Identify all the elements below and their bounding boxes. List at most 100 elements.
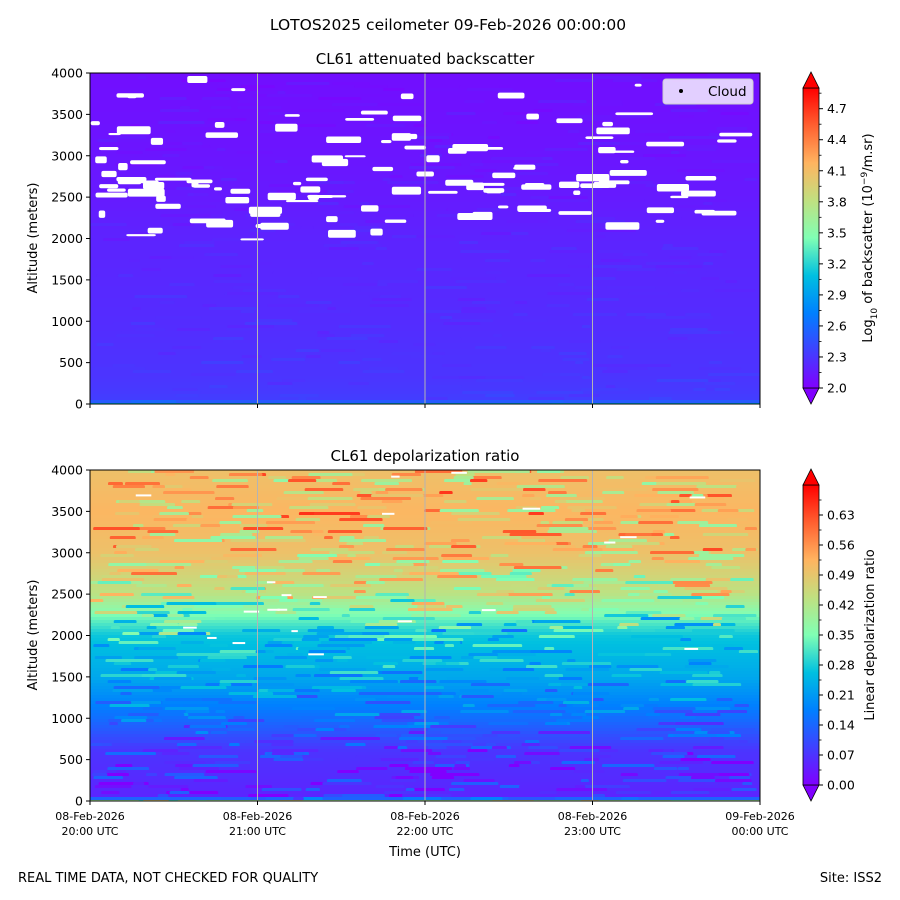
heatmap-cell [149,689,173,693]
heatmap-cell [665,680,686,684]
heatmap-cell [404,767,453,771]
heatmap-cell [668,136,720,140]
heatmap-cell [201,97,230,101]
heatmap-cell [172,388,198,392]
heatmap-cell [634,494,678,498]
heatmap-cell [416,268,452,272]
heatmap-cell [199,211,223,215]
heatmap-cell [472,725,489,729]
cloud-patch [615,112,654,116]
heatmap-cell [175,394,199,398]
heatmap-cell [590,298,619,302]
heatmap-cell [517,539,544,543]
backscatter-colorbar: 2.0 2.3 2.6 2.9 3.2 3.5 3.8 4.1 4.4 4.7 Log10 of … [802,71,880,405]
heatmap-cell [184,241,215,245]
heatmap-cell [486,602,504,606]
heatmap-cell [714,343,760,347]
heatmap-cell [219,73,273,77]
heatmap-cell [580,779,589,783]
heatmap-cell [255,650,266,654]
heatmap-cell [680,758,711,762]
heatmap-cell [338,545,355,549]
heatmap-cell [220,178,238,182]
heatmap-cell [177,632,207,636]
heatmap-cell [316,680,352,684]
heatmap-cell [708,740,740,744]
heatmap-cell [152,485,165,489]
heatmap-cell [277,91,286,95]
heatmap-cell [234,208,250,212]
heatmap-cell [261,788,302,792]
heatmap-cell [677,169,725,173]
heatmap-cell [653,590,668,594]
heatmap-cell [560,683,588,687]
heatmap-cell [398,737,420,741]
heatmap-cell [271,749,319,753]
heatmap-cell [584,551,638,555]
heatmap-cell [338,361,361,365]
heatmap-cell [596,100,623,104]
heatmap-cell [581,376,591,380]
heatmap-cell [639,503,674,507]
colorbar-tick-label: 2.3 [827,349,847,364]
heatmap-cell [425,743,473,747]
heatmap-cell [103,238,130,242]
heatmap-cell [692,746,724,750]
heatmap-cell [675,650,721,654]
heatmap-cell [259,560,281,564]
heatmap-cell [219,521,242,525]
cloud-patch [95,156,107,164]
heatmap-cell [414,470,463,474]
missing-data-patch [281,594,292,597]
heatmap-cell [711,728,755,732]
colorbar-tick-label: 4.4 [827,132,847,147]
heatmap-cell [470,488,524,492]
cloud-patch [573,190,581,196]
heatmap-cell [734,704,749,708]
heatmap-cell [711,644,734,648]
heatmap-cell [470,758,495,762]
cloud-patch [300,186,321,193]
cloud-patch [646,207,675,214]
heatmap-cell [664,560,701,564]
colorbar-tick-label: 3.8 [827,194,847,209]
heatmap-cell [514,761,532,765]
heatmap-cell [165,473,176,477]
heatmap-cell [96,343,114,347]
heatmap-cell [226,575,238,579]
heatmap-cell [622,779,667,783]
heatmap-cell [456,623,483,627]
heatmap-cell [232,566,256,570]
heatmap-cell [362,358,382,362]
heatmap-cell [249,229,276,233]
heatmap-cell [208,169,260,173]
heatmap-cell [377,280,419,284]
heatmap-cell [636,509,672,513]
heatmap-cell [536,391,584,395]
heatmap-cell [707,731,730,735]
heatmap-cell [564,593,575,597]
heatmap-cell [113,620,137,624]
heatmap-cell [648,343,668,347]
heatmap-cell [620,587,650,591]
backscatter-legend: Cloud [662,78,754,105]
colorbar-tick-label: 2.6 [827,318,847,333]
heatmap-cell [725,280,738,284]
heatmap-cell [247,391,291,395]
heatmap-cell [177,611,207,615]
heatmap-cell [485,743,497,747]
heatmap-cell [116,770,126,774]
cloud-patch [192,184,211,188]
heatmap-cell [112,689,153,693]
heatmap-cell [432,352,446,356]
cloud-patch [231,88,246,92]
heatmap-cell [659,671,708,675]
heatmap-cell [404,692,442,696]
heatmap-cell [209,385,228,389]
heatmap-cell [214,602,264,606]
backscatter-y-label: Altitude (meters) [26,183,41,294]
heatmap-cell [375,593,409,597]
heatmap-cell [227,740,246,744]
heatmap-cell [316,632,363,636]
heatmap-cell [459,689,489,693]
